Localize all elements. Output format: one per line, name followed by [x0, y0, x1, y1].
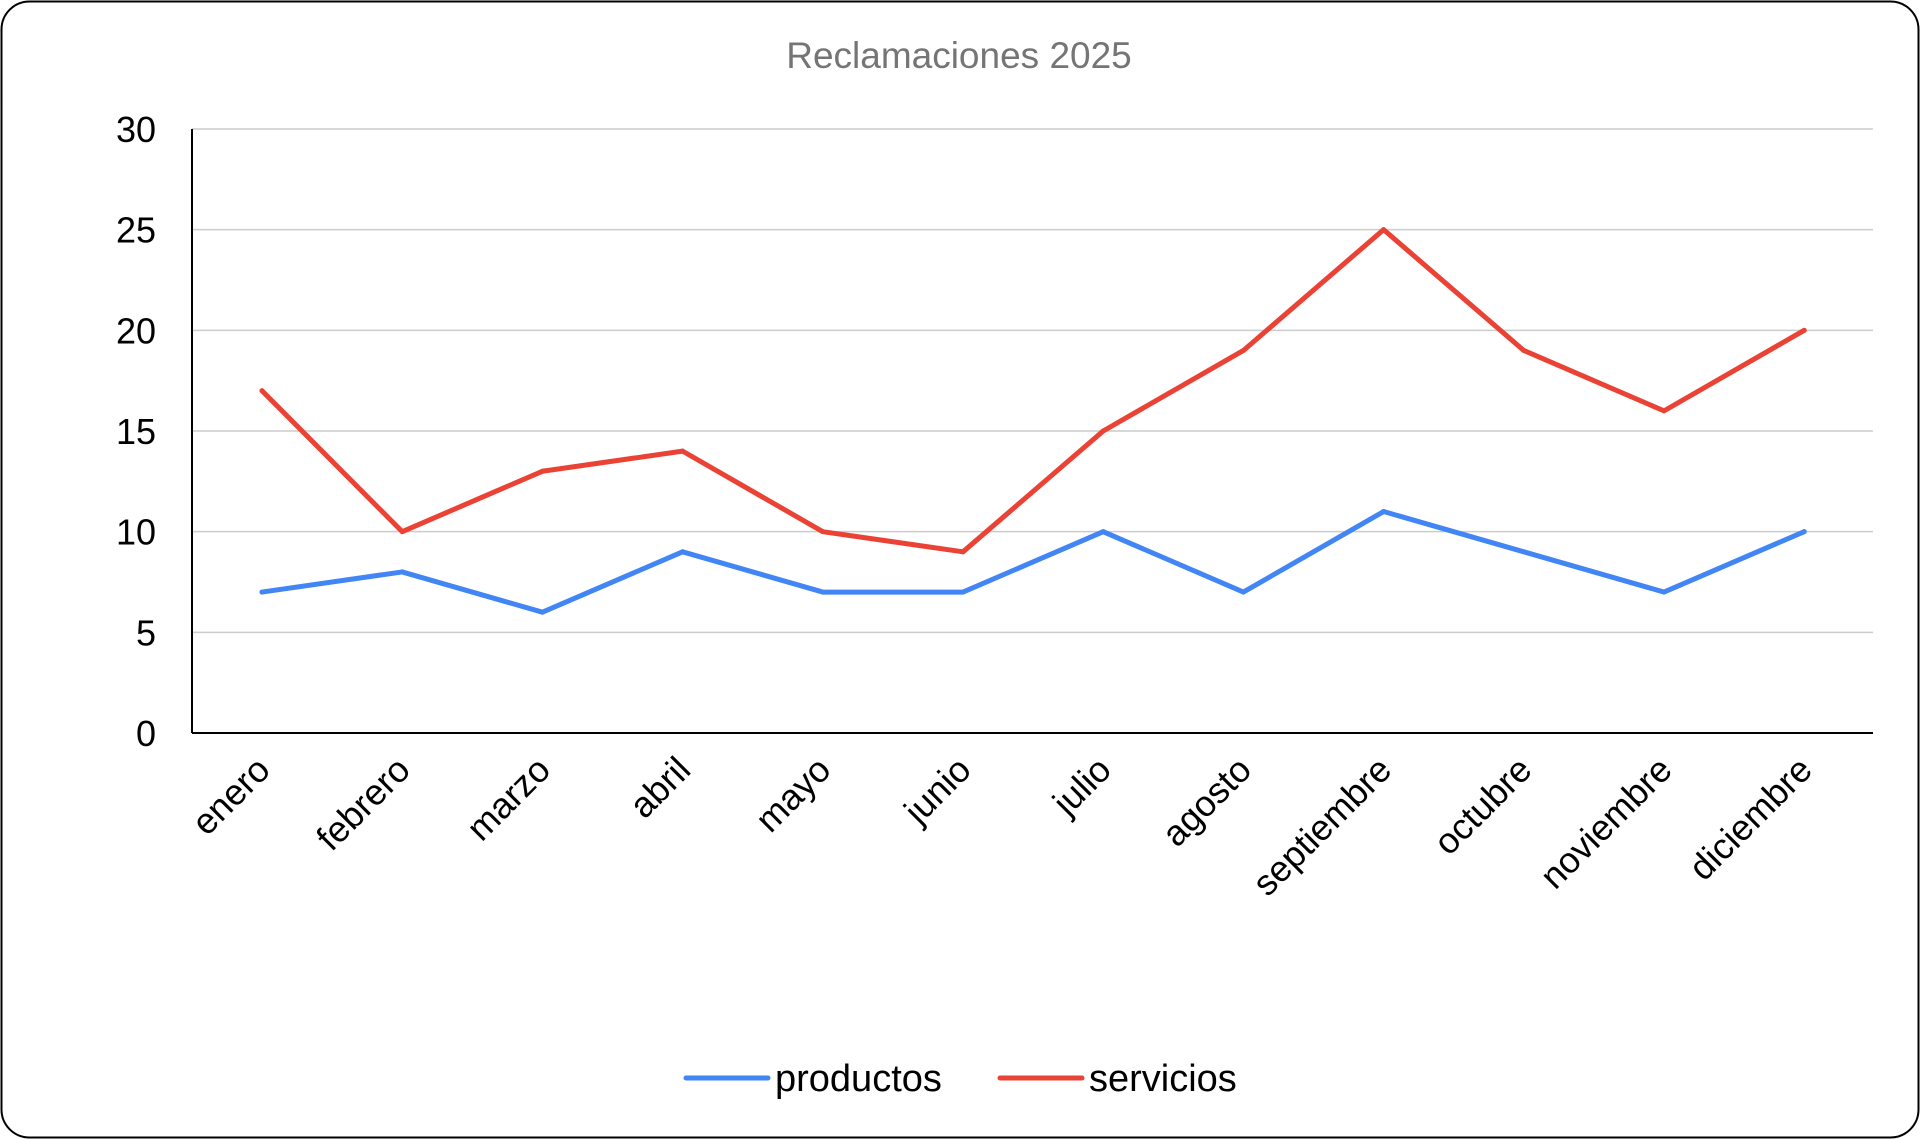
series-line-servicios — [259, 227, 1807, 555]
y-tick-label: 5 — [136, 612, 156, 653]
data-point-servicios — [1100, 428, 1106, 434]
data-point-servicios — [1521, 347, 1527, 353]
y-tick-label: 20 — [116, 310, 156, 351]
data-point-productos — [680, 549, 686, 555]
y-tick-label: 0 — [136, 713, 156, 754]
data-point-servicios — [399, 529, 405, 535]
y-tick-label: 10 — [116, 512, 156, 553]
y-tick-label: 15 — [116, 411, 156, 452]
data-point-servicios — [680, 448, 686, 454]
data-point-productos — [820, 589, 826, 595]
data-point-servicios — [1801, 327, 1807, 333]
chart-title: Reclamaciones 2025 — [786, 35, 1132, 76]
data-point-servicios — [960, 549, 966, 555]
data-point-servicios — [539, 468, 545, 474]
data-point-servicios — [1661, 408, 1667, 414]
legend-label-servicios: servicios — [1089, 1058, 1237, 1100]
data-point-productos — [1801, 529, 1807, 535]
data-point-productos — [960, 589, 966, 595]
data-point-productos — [1100, 529, 1106, 535]
data-point-productos — [399, 569, 405, 575]
legend-label-productos: productos — [775, 1058, 942, 1100]
y-tick-label: 30 — [116, 109, 156, 150]
data-point-servicios — [1240, 347, 1246, 353]
data-point-servicios — [259, 388, 265, 394]
data-point-productos — [1661, 589, 1667, 595]
data-point-productos — [259, 589, 265, 595]
data-point-productos — [1381, 509, 1387, 515]
series-line-productos — [259, 509, 1807, 615]
data-point-productos — [1240, 589, 1246, 595]
data-point-productos — [1521, 549, 1527, 555]
data-point-servicios — [1381, 227, 1387, 233]
y-tick-label: 25 — [116, 210, 156, 251]
data-point-servicios — [820, 529, 826, 535]
data-point-productos — [539, 609, 545, 615]
